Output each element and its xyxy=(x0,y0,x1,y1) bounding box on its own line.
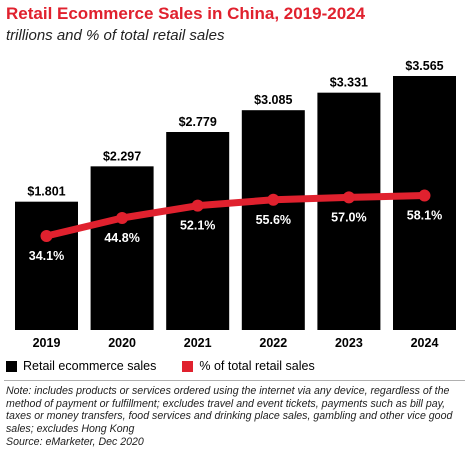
chart-title: Retail Ecommerce Sales in China, 2019-20… xyxy=(6,4,366,23)
bar-2020 xyxy=(90,166,154,330)
bar-label-2022: $3.085 xyxy=(254,93,292,107)
bar-2023 xyxy=(317,92,381,330)
bar-2022 xyxy=(241,110,305,330)
chart-subtitle: trillions and % of total retail sales xyxy=(6,27,225,44)
x-tick-2022: 2022 xyxy=(259,336,287,350)
x-tick-2020: 2020 xyxy=(108,336,136,350)
source-note: Source: eMarketer, Dec 2020 xyxy=(6,436,144,448)
legend-label-sales: Retail ecommerce sales xyxy=(23,359,157,373)
pct-point-2022 xyxy=(267,193,280,206)
pct-line xyxy=(43,192,428,240)
pct-point-2021 xyxy=(191,199,204,212)
pct-point-2024 xyxy=(418,189,431,202)
x-tick-2023: 2023 xyxy=(335,336,363,350)
bar-2024 xyxy=(393,76,456,330)
x-tick-2021: 2021 xyxy=(184,336,212,350)
chart-plot: $1.801 2019 $2.297 2020 $2.779 2021 $3.085 2022… xyxy=(15,59,456,350)
pct-label-2023: 57.0% xyxy=(331,210,366,224)
bar-label-2023: $3.331 xyxy=(330,76,368,90)
divider xyxy=(4,380,465,381)
pct-point-2019 xyxy=(40,230,53,242)
pct-label-2024: 58.1% xyxy=(407,209,442,223)
bar-2021 xyxy=(166,132,230,330)
x-tick-2024: 2024 xyxy=(411,336,439,350)
legend-label-pct: % of total retail sales xyxy=(199,359,315,373)
legend-swatch-sales xyxy=(6,360,17,372)
footnote: Note: includes products or services orde… xyxy=(6,385,453,435)
x-tick-2019: 2019 xyxy=(33,336,61,350)
legend-swatch-pct xyxy=(182,360,194,372)
bar-label-2024: $3.565 xyxy=(405,59,443,73)
bar-label-2020: $2.297 xyxy=(103,149,141,163)
pct-label-2021: 52.1% xyxy=(180,219,215,233)
legend-item-pct: % of total retail sales xyxy=(182,359,315,373)
pct-label-2022: 55.6% xyxy=(256,213,291,227)
pct-point-2020 xyxy=(116,211,129,224)
pct-point-2023 xyxy=(342,191,355,204)
bar-label-2019: $1.801 xyxy=(27,185,65,199)
pct-label-2019: 34.1% xyxy=(29,249,64,263)
legend-item-sales: Retail ecommerce sales xyxy=(6,359,156,373)
bar-2019 xyxy=(15,201,78,330)
bar-label-2021: $2.779 xyxy=(179,115,217,129)
legend: Retail ecommerce sales % of total retail… xyxy=(6,359,341,373)
pct-label-2020: 44.8% xyxy=(104,231,139,245)
